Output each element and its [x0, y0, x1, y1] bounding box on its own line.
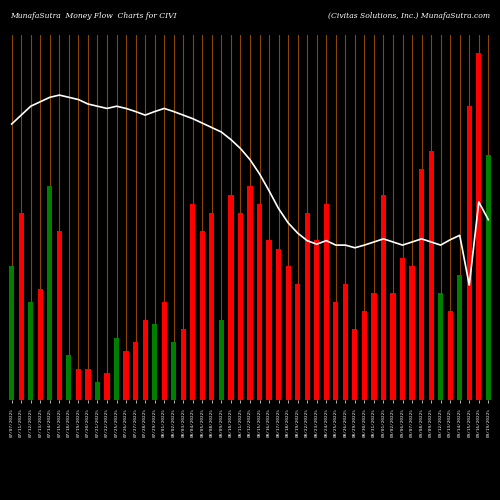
Bar: [352, 329, 358, 400]
Bar: [114, 338, 119, 400]
Bar: [28, 302, 34, 400]
Bar: [448, 311, 453, 400]
Bar: [162, 302, 167, 400]
Bar: [76, 369, 81, 400]
Bar: [457, 276, 462, 400]
Bar: [238, 213, 243, 400]
Bar: [38, 288, 43, 400]
Bar: [228, 195, 234, 400]
Bar: [324, 204, 329, 400]
Text: (Civitas Solutions, Inc.) MunafaSutra.com: (Civitas Solutions, Inc.) MunafaSutra.co…: [328, 12, 490, 20]
Bar: [466, 106, 472, 400]
Bar: [257, 204, 262, 400]
Bar: [18, 213, 24, 400]
Text: MunafaSutra  Money Flow  Charts for CIVI: MunafaSutra Money Flow Charts for CIVI: [10, 12, 176, 20]
Bar: [248, 186, 252, 400]
Bar: [390, 293, 396, 400]
Bar: [276, 248, 281, 400]
Bar: [476, 53, 482, 400]
Bar: [104, 374, 110, 400]
Bar: [9, 266, 15, 400]
Bar: [124, 351, 128, 400]
Bar: [66, 356, 71, 400]
Bar: [400, 258, 405, 400]
Bar: [190, 204, 196, 400]
Bar: [180, 329, 186, 400]
Bar: [362, 311, 367, 400]
Bar: [171, 342, 176, 400]
Bar: [95, 382, 100, 400]
Bar: [209, 213, 214, 400]
Bar: [295, 284, 300, 400]
Bar: [47, 186, 52, 400]
Bar: [200, 231, 205, 400]
Bar: [410, 266, 414, 400]
Bar: [286, 266, 291, 400]
Bar: [314, 240, 320, 400]
Bar: [428, 150, 434, 400]
Bar: [333, 302, 338, 400]
Bar: [342, 284, 348, 400]
Bar: [381, 195, 386, 400]
Bar: [304, 213, 310, 400]
Bar: [152, 324, 158, 400]
Bar: [266, 240, 272, 400]
Bar: [372, 293, 376, 400]
Bar: [142, 320, 148, 400]
Bar: [419, 168, 424, 400]
Bar: [438, 293, 444, 400]
Bar: [219, 320, 224, 400]
Bar: [133, 342, 138, 400]
Bar: [86, 369, 90, 400]
Bar: [486, 155, 491, 400]
Bar: [56, 231, 62, 400]
